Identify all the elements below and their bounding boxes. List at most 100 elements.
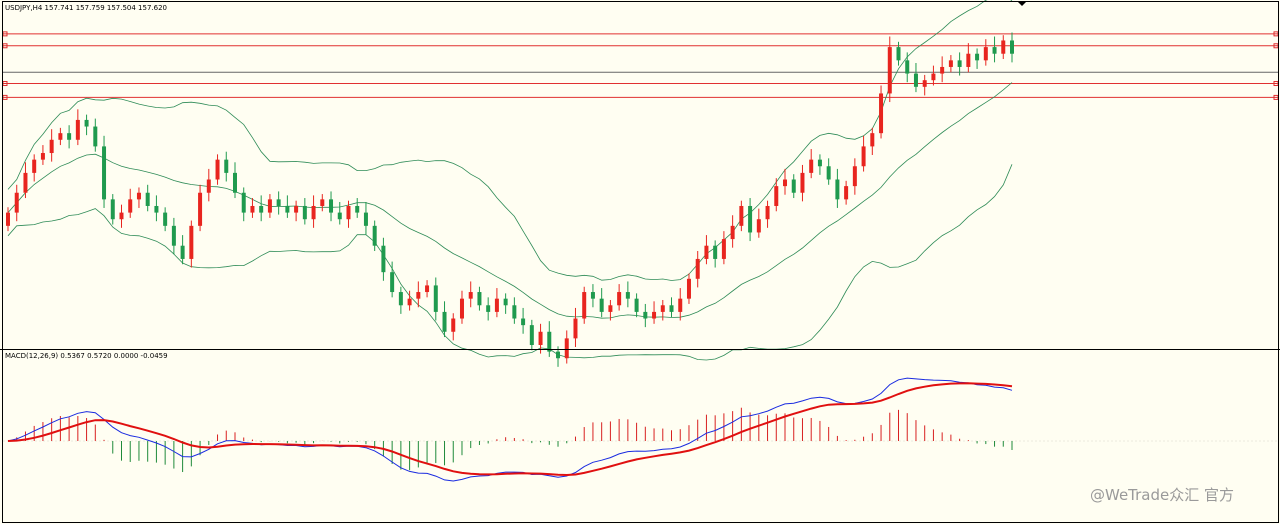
candle-body xyxy=(913,73,918,87)
candle-body xyxy=(6,212,10,226)
candle-body xyxy=(625,292,630,299)
candle-body xyxy=(669,305,674,312)
candle-body xyxy=(503,298,508,306)
candle-body xyxy=(800,172,805,193)
candle-body xyxy=(975,53,980,61)
candle-body xyxy=(93,126,98,147)
candle-body xyxy=(948,60,953,67)
candle-body xyxy=(285,205,290,213)
candle-body xyxy=(110,199,115,220)
candle-body xyxy=(713,245,718,259)
candle-body xyxy=(844,186,849,200)
candle-body xyxy=(739,205,744,226)
candle-body xyxy=(180,245,185,259)
candle-body xyxy=(704,245,709,259)
candle-body xyxy=(58,133,63,140)
candle-body xyxy=(215,159,220,180)
candle-body xyxy=(128,199,133,213)
candle-body xyxy=(599,298,604,312)
candle-body xyxy=(276,199,281,206)
candle-body xyxy=(905,60,910,74)
candle-body xyxy=(171,225,176,246)
bollinger-upper xyxy=(7,0,1013,281)
candle-body xyxy=(1010,40,1014,54)
signal-line xyxy=(7,382,1013,477)
candle-body xyxy=(416,292,421,299)
candle-body xyxy=(512,305,517,319)
candle-body xyxy=(826,166,831,180)
candle-body xyxy=(84,119,89,127)
candle-body xyxy=(791,179,796,193)
candle-body xyxy=(398,292,403,306)
candle-body xyxy=(538,331,543,345)
candle-body xyxy=(992,47,997,54)
candle-body xyxy=(302,205,307,220)
candle-body xyxy=(320,199,325,206)
candle-body xyxy=(957,60,962,67)
candle-body xyxy=(459,298,464,319)
candle-body xyxy=(922,80,927,87)
candle-body xyxy=(966,53,971,67)
candle-body xyxy=(879,93,884,134)
candle-body xyxy=(887,47,892,94)
candle-body xyxy=(660,305,665,312)
candle-body xyxy=(381,245,386,273)
candle-body xyxy=(355,205,360,213)
candle-body xyxy=(940,66,945,74)
macd-header: MACD(12,26,9) 0.5367 0.5720 0.0000 -0.04… xyxy=(5,352,168,360)
candle-body xyxy=(154,205,159,213)
chart-shift-marker[interactable] xyxy=(1018,2,1026,6)
candle-body xyxy=(590,292,595,299)
candle-body xyxy=(608,305,613,312)
candle-body xyxy=(573,318,578,339)
candle-body xyxy=(451,318,456,332)
candle-body xyxy=(852,166,857,187)
candle-body xyxy=(390,272,395,293)
candle-body xyxy=(486,305,491,312)
candle-body xyxy=(198,192,203,226)
candle-body xyxy=(372,225,377,246)
candle-body xyxy=(311,205,316,220)
macd-panel xyxy=(3,377,1279,482)
candle-body xyxy=(494,298,499,312)
candle-body xyxy=(267,199,272,213)
candle-body xyxy=(224,159,229,173)
candle-body xyxy=(241,192,246,213)
candle-body xyxy=(774,186,779,206)
candle-body xyxy=(861,146,866,167)
bollinger-lower xyxy=(7,164,1013,361)
candle-body xyxy=(521,318,526,326)
candle-body xyxy=(643,311,648,319)
candle-body xyxy=(765,205,770,220)
candle-body xyxy=(189,225,194,259)
candle-body xyxy=(206,179,211,193)
candle-body xyxy=(346,205,351,220)
candle-body xyxy=(442,311,447,332)
candle-body xyxy=(259,205,264,213)
candle-body xyxy=(756,219,761,233)
price-panel xyxy=(2,0,1279,367)
candle-body xyxy=(817,159,822,167)
candle-body xyxy=(329,199,334,213)
candle-body xyxy=(136,192,141,200)
candle-body xyxy=(67,133,72,140)
candle-body xyxy=(634,298,639,312)
candle-body xyxy=(40,153,45,160)
candle-body xyxy=(695,258,700,279)
candle-body xyxy=(433,285,438,312)
candle-body xyxy=(14,192,19,213)
candle-body xyxy=(23,172,28,193)
candle-body xyxy=(145,192,150,206)
candle-body xyxy=(809,159,814,173)
candle-body xyxy=(556,351,561,359)
candle-body xyxy=(425,285,430,293)
candle-body xyxy=(32,159,37,173)
candle-body xyxy=(564,338,569,359)
candle-body xyxy=(49,139,54,154)
candle-body xyxy=(870,133,875,147)
candle-body xyxy=(250,205,255,213)
watermark: @WeTrade众汇 官方 xyxy=(1090,486,1234,504)
candle-body xyxy=(232,172,237,193)
